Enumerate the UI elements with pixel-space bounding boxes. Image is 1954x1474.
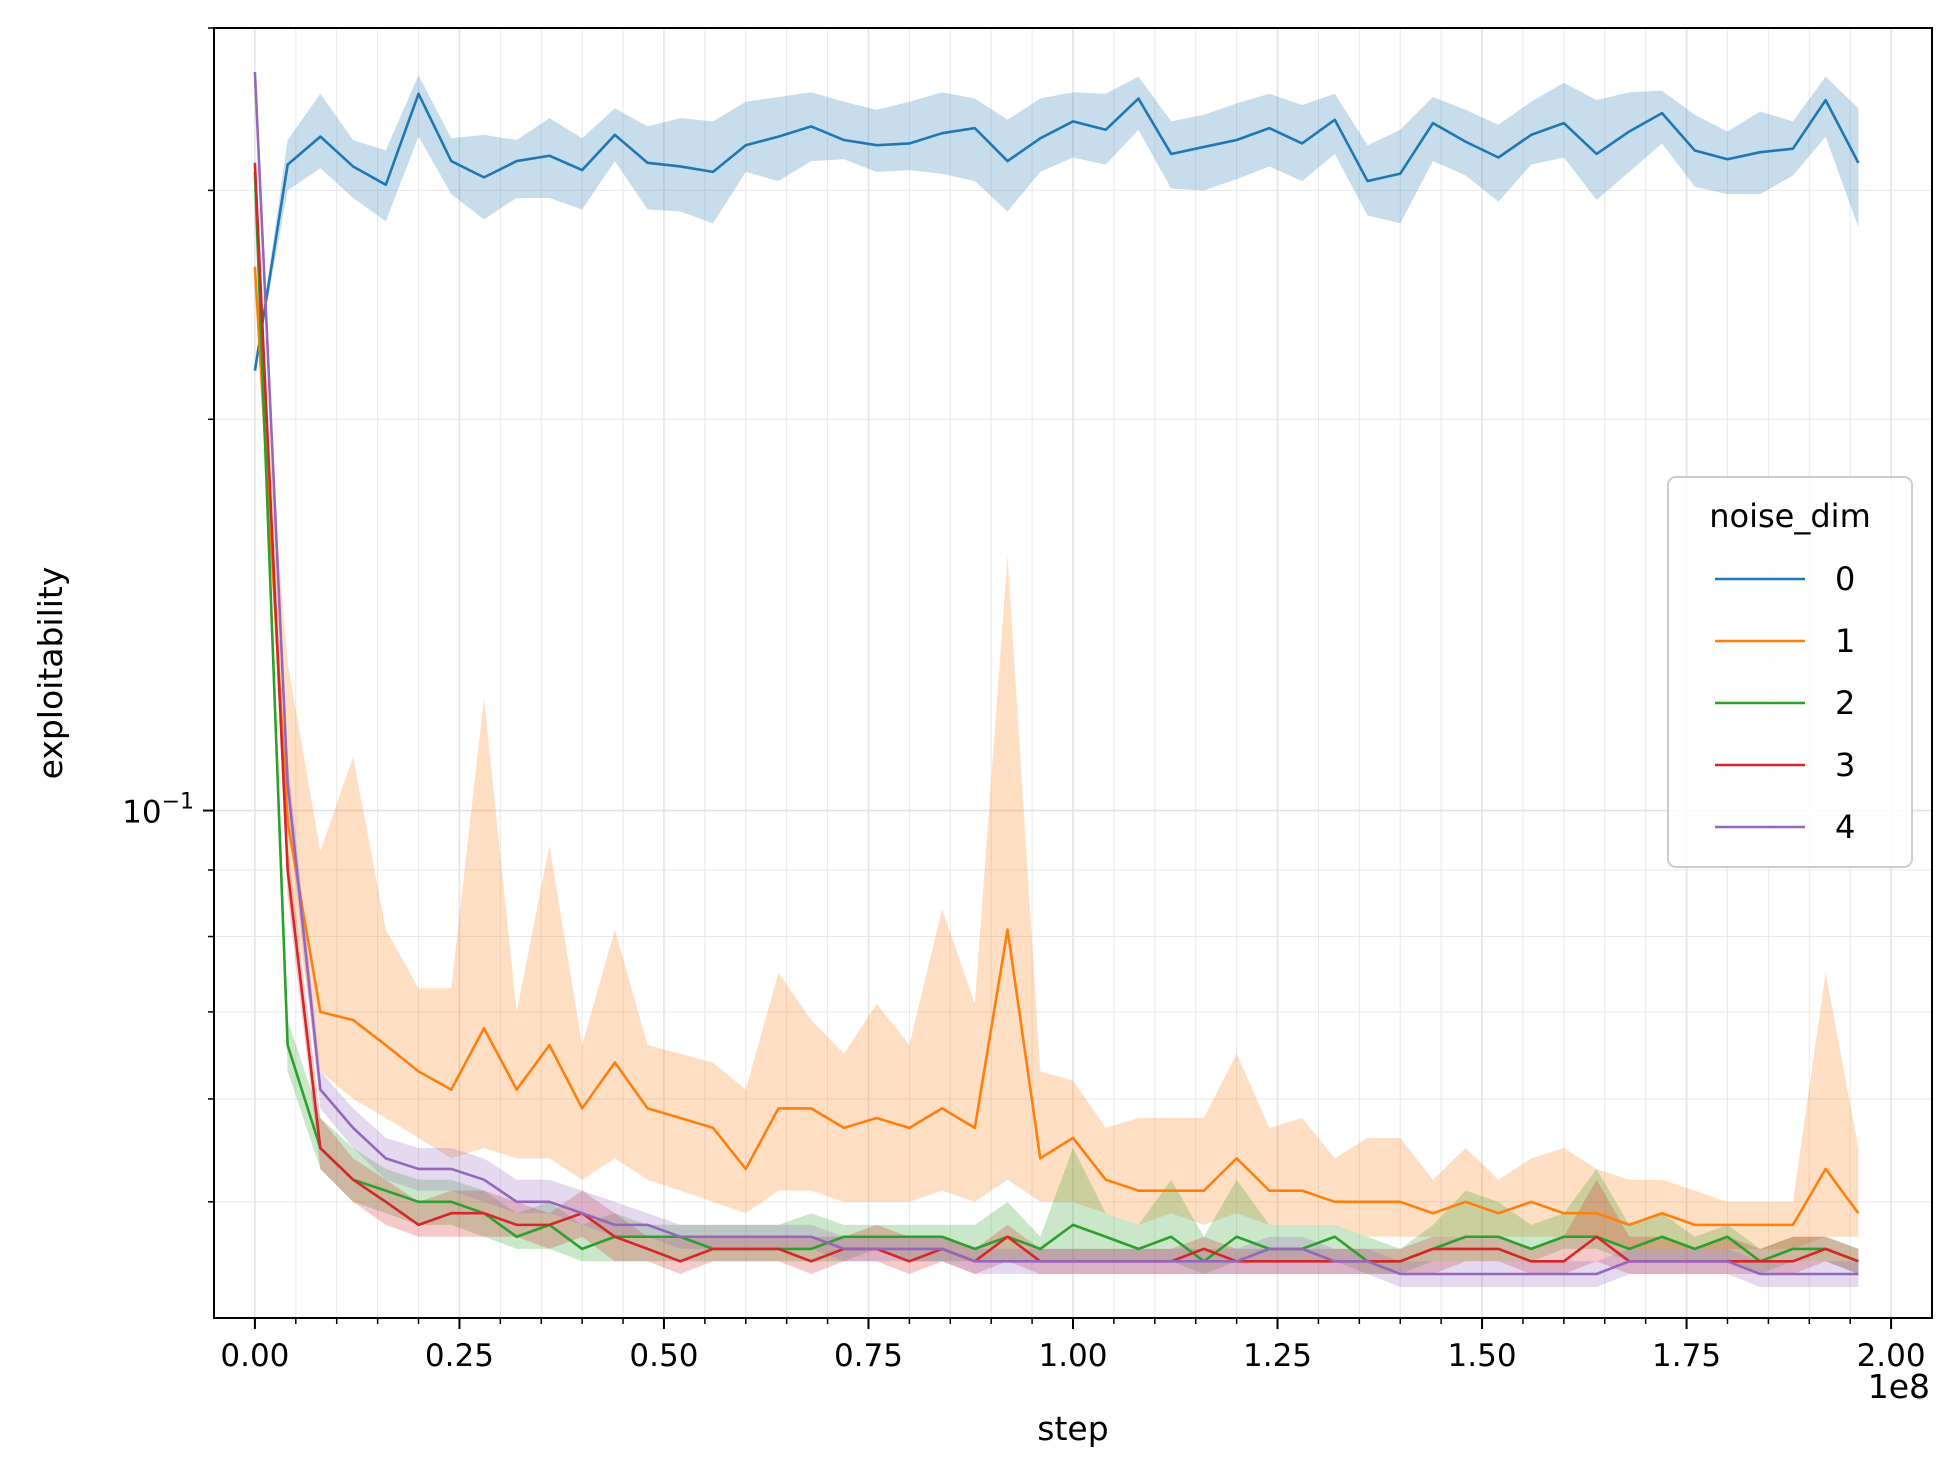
line-series-2 xyxy=(253,171,1859,1263)
x-offset-label: 1e8 xyxy=(1868,1367,1930,1406)
line-series-0 xyxy=(253,92,1860,371)
legend-label-1: 1 xyxy=(1835,622,1855,660)
confidence-bands xyxy=(254,72,1859,1287)
x-tick-label: 0.00 xyxy=(220,1338,289,1374)
legend-label-0: 0 xyxy=(1835,560,1855,598)
line-series-1 xyxy=(253,266,1860,1227)
legend-label-3: 3 xyxy=(1835,746,1855,784)
x-tick-label: 0.50 xyxy=(629,1338,698,1374)
legend-label-2: 2 xyxy=(1835,684,1855,722)
legend-items: 0 1 2 3 4 xyxy=(1715,560,1855,846)
y-tick-label: 10−1 xyxy=(122,790,194,831)
x-tick-label: 1.50 xyxy=(1448,1338,1517,1374)
band-series-0 xyxy=(254,75,1859,371)
x-tick-label: 0.75 xyxy=(834,1338,903,1374)
legend-box xyxy=(1667,476,1913,868)
x-axis: 0.00 0.25 0.50 0.75 1.00 1.25 1.50 1.75 2.00 xyxy=(220,1318,1926,1374)
x-tick-label: 0.25 xyxy=(425,1338,494,1374)
x-tick-label: 1.00 xyxy=(1038,1338,1107,1374)
y-axis: 10−1 xyxy=(122,27,214,1203)
legend: noise_dim 0 1 2 3 4 xyxy=(1667,476,1913,868)
x-axis-label: step xyxy=(1037,1409,1108,1448)
x-tick-label: 2.00 xyxy=(1857,1338,1926,1374)
band-series-4 xyxy=(254,72,1859,1287)
line-series-4 xyxy=(253,71,1859,1276)
legend-label-4: 4 xyxy=(1835,808,1855,846)
series-lines xyxy=(253,71,1860,1276)
legend-title: noise_dim xyxy=(1709,497,1870,535)
x-tick-label: 1.75 xyxy=(1652,1338,1721,1374)
x-tick-label: 1.25 xyxy=(1243,1338,1312,1374)
y-axis-label: exploitability xyxy=(31,567,70,780)
